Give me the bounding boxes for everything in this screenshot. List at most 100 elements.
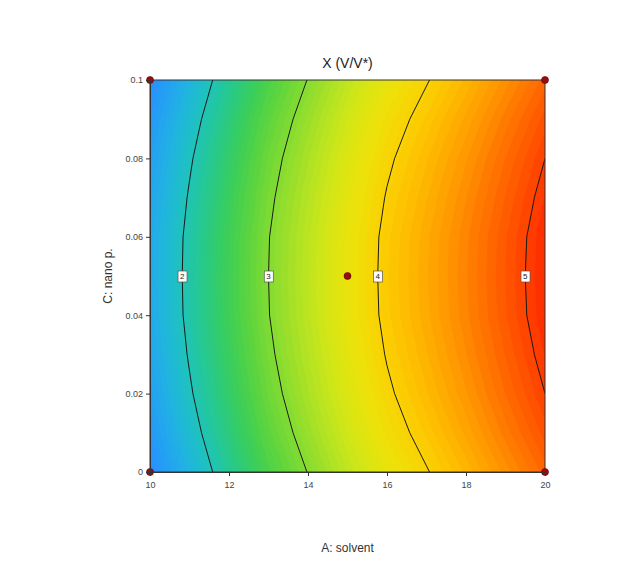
color-band [150, 80, 545, 472]
color-band [178, 80, 545, 472]
color-band [389, 80, 545, 472]
contour-label: 5 [521, 271, 530, 282]
color-band [163, 80, 545, 472]
color-band [288, 80, 545, 472]
contour-label-box [373, 271, 382, 282]
y-tick: 0.08 [125, 154, 150, 164]
color-band [268, 80, 545, 472]
contour-label-box [264, 271, 273, 282]
y-tick-mark [146, 158, 150, 159]
y-tick-mark [146, 80, 150, 81]
design-point [542, 77, 549, 84]
contour-label: 3 [264, 271, 273, 282]
x-tick-label: 10 [145, 480, 155, 490]
x-tick-mark [545, 472, 546, 476]
color-band [418, 80, 545, 472]
color-band [468, 80, 545, 472]
color-band [506, 110, 545, 441]
x-tick-mark [229, 472, 230, 476]
contour-labels: 2 3 4 5 [178, 271, 530, 282]
color-band [295, 80, 545, 472]
color-band [150, 80, 545, 472]
x-tick: 10 [145, 472, 155, 490]
color-band [150, 80, 545, 472]
color-band [477, 80, 545, 472]
contour-line [269, 80, 546, 472]
color-band [535, 195, 545, 357]
color-band [200, 80, 545, 472]
contour-label-text: 3 [266, 272, 271, 281]
y-tick-label: 0.02 [125, 389, 143, 399]
color-band [184, 80, 545, 472]
color-band [239, 80, 545, 472]
color-band [150, 80, 545, 472]
design-points [147, 77, 549, 476]
y-tick: 0.02 [125, 389, 150, 399]
y-tick: 0.04 [125, 311, 150, 321]
contour-label-text: 4 [375, 272, 380, 281]
color-band [337, 80, 545, 472]
color-band [281, 80, 545, 472]
chart: 234510121416182000.020.040.060.080.1X (V… [0, 0, 627, 577]
y-tick-label: 0.06 [125, 232, 143, 242]
contour-label-text: 5 [523, 272, 528, 281]
color-band [330, 80, 545, 472]
color-band [515, 133, 545, 419]
color-band [302, 80, 545, 472]
color-band [448, 80, 545, 472]
color-band [323, 80, 545, 472]
x-tick-label: 14 [303, 480, 313, 490]
y-tick-label: 0 [138, 467, 143, 477]
color-band [409, 80, 545, 472]
x-tick-mark [387, 472, 388, 476]
color-band [150, 80, 545, 472]
x-tick-label: 20 [540, 480, 550, 490]
color-band [316, 80, 545, 472]
color-band [150, 80, 545, 472]
y-tick-label: 0.1 [130, 75, 143, 85]
color-band [251, 80, 545, 472]
color-band [358, 80, 545, 472]
color-band [234, 80, 545, 472]
color-band [438, 80, 545, 472]
y-axis: 0 0.02 0.04 0.06 0.08 0.1 [125, 75, 150, 477]
design-point [344, 273, 351, 280]
color-band [206, 80, 545, 472]
y-tick-mark [146, 394, 150, 395]
color-band [274, 80, 545, 472]
y-tick-mark [146, 472, 150, 473]
plot-area [150, 80, 545, 472]
x-tick: 16 [382, 472, 392, 490]
y-tick: 0 [138, 467, 150, 477]
x-tick-label: 18 [461, 480, 471, 490]
color-band [399, 80, 545, 472]
color-band [168, 80, 545, 472]
color-band [189, 80, 545, 472]
color-band [245, 80, 545, 472]
contour-label-box [178, 271, 187, 282]
color-band [228, 80, 545, 472]
x-tick-label: 16 [382, 480, 392, 490]
color-band [222, 80, 545, 472]
x-tick: 18 [461, 472, 471, 490]
color-band [262, 80, 545, 472]
color-band [211, 80, 545, 472]
contour-label: 2 [178, 271, 187, 282]
y-tick-label: 0.08 [125, 154, 143, 164]
contour-line [182, 80, 545, 472]
x-axis-line [151, 473, 546, 477]
plot-frame [150, 80, 545, 472]
x-tick: 12 [224, 472, 234, 490]
y-tick-mark [146, 315, 150, 316]
y-tick: 0.06 [125, 232, 150, 242]
y-tick-mark [146, 237, 150, 238]
color-band [217, 80, 545, 472]
x-axis-title: A: solvent [321, 541, 374, 555]
color-band [366, 80, 545, 472]
color-band [487, 80, 545, 472]
y-tick: 0.1 [130, 75, 150, 85]
color-band [158, 80, 545, 472]
color-band [194, 80, 545, 472]
x-axis: 10 12 14 16 18 20 [145, 472, 550, 490]
x-tick-label: 12 [224, 480, 234, 490]
